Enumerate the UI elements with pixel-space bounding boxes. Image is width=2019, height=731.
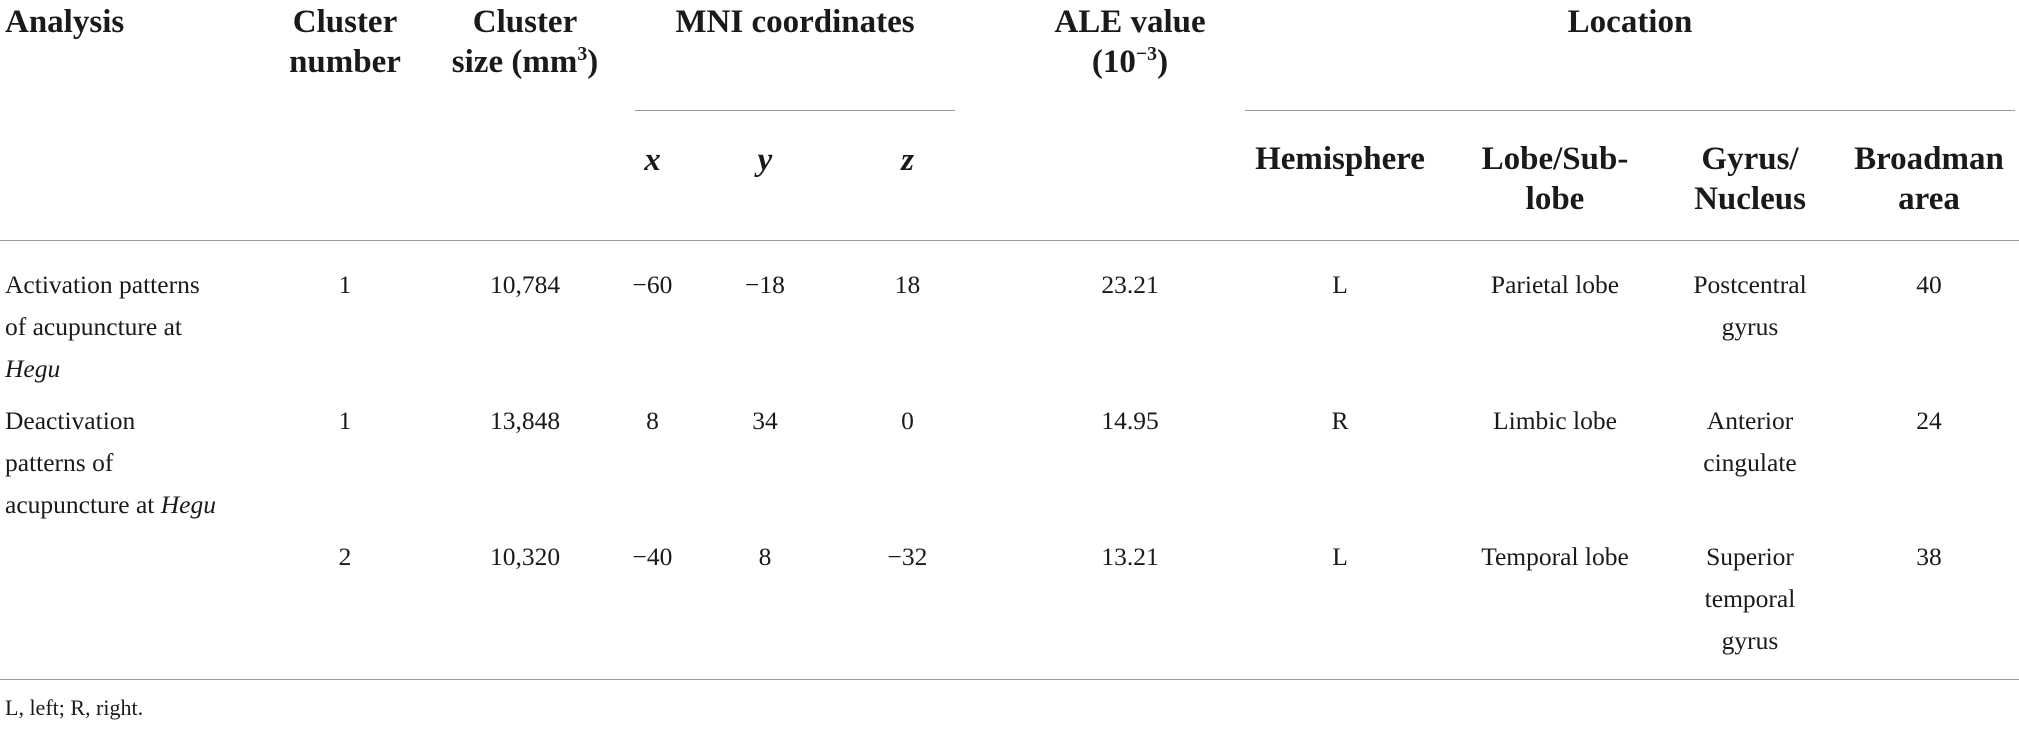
row-2-analysis-line3-text: acupuncture at <box>5 490 161 519</box>
header-broadman: Broadman area <box>1840 139 2018 219</box>
row-2-analysis-line2: patterns of <box>5 448 114 477</box>
row-1-broadman: 40 <box>1916 270 1942 299</box>
row-1-analysis-italic: Hegu <box>5 354 61 383</box>
header-lobe: Lobe/Sub- lobe <box>1465 139 1645 219</box>
table-footnote: L, left; R, right. <box>5 695 144 720</box>
header-cluster-size-exponent: 3 <box>577 43 588 65</box>
row-2-ale: 14.95 <box>1101 406 1159 435</box>
header-mni-x: x <box>644 142 661 178</box>
location-rule <box>1245 110 2015 111</box>
row-2-gyrus-line1: Anterior <box>1706 406 1794 435</box>
row-2-z: 0 <box>901 406 914 435</box>
header-cluster-size-line1: Cluster <box>472 4 578 40</box>
row-1-hemisphere: L <box>1332 270 1348 299</box>
table-row-1-analysis: Activation patterns of acupuncture at He… <box>5 264 200 390</box>
table-row-2-analysis: Deactivation patterns of acupuncture at … <box>5 400 216 526</box>
header-cluster-size: Cluster size (mm3) <box>435 2 615 82</box>
row-2-cluster-number: 1 <box>338 406 352 435</box>
header-gyrus-line1: Gyrus/ <box>1701 141 1799 177</box>
header-mni-z: z <box>901 142 914 178</box>
header-hemisphere: Hemisphere <box>1255 141 1425 177</box>
header-mni-coordinates: MNI coordinates <box>675 4 915 40</box>
row-1-analysis-line1: Activation patterns <box>5 270 200 299</box>
row-1-gyrus-line2: gyrus <box>1721 312 1779 341</box>
row-3-lobe: Temporal lobe <box>1481 542 1629 571</box>
row-2-lobe: Limbic lobe <box>1493 406 1617 435</box>
row-1-analysis-line2: of acupuncture at <box>5 312 182 341</box>
header-cluster-number: Cluster number <box>280 2 410 82</box>
row-3-ale: 13.21 <box>1101 542 1159 571</box>
row-2-gyrus: Anterior cingulate <box>1660 400 1840 484</box>
header-gyrus-line2: Nucleus <box>1694 181 1806 217</box>
row-1-cluster-size: 10,784 <box>489 270 561 299</box>
row-1-gyrus: Postcentral gyrus <box>1660 264 1840 348</box>
row-1-y: −18 <box>745 270 785 299</box>
header-ale-unit: (10 <box>1091 44 1136 80</box>
row-1-ale: 23.21 <box>1101 270 1159 299</box>
row-2-analysis-line1: Deactivation <box>5 406 136 435</box>
header-ale-exponent: −3 <box>1135 43 1158 65</box>
header-ale-value: ALE value (10−3) <box>1010 2 1250 82</box>
table-bottom-rule <box>0 679 2019 680</box>
header-broadman-line2: area <box>1898 181 1960 217</box>
row-3-gyrus: Superior temporal gyrus <box>1660 536 1840 662</box>
row-3-gyrus-line3: gyrus <box>1721 626 1779 655</box>
row-2-analysis-italic: Hegu <box>160 490 216 519</box>
row-3-cluster-number: 2 <box>338 542 352 571</box>
row-3-y: 8 <box>758 542 772 571</box>
row-2-analysis-line3: acupuncture at Hegu <box>5 484 216 526</box>
header-cluster-number-line1: Cluster <box>292 4 398 40</box>
header-cluster-size-unit: size (mm <box>451 44 578 80</box>
row-2-x: 8 <box>646 406 659 435</box>
header-broadman-line1: Broadman <box>1854 141 2004 177</box>
row-1-lobe: Parietal lobe <box>1490 270 1620 299</box>
mni-rule <box>635 110 955 111</box>
header-cluster-number-line2: number <box>289 44 401 80</box>
row-3-gyrus-line2: temporal <box>1704 584 1796 613</box>
row-3-hemisphere: L <box>1332 542 1348 571</box>
row-2-y: 34 <box>752 406 778 435</box>
header-cluster-size-close: ) <box>587 44 599 80</box>
row-1-gyrus-line1: Postcentral <box>1693 270 1807 299</box>
row-1-z: 18 <box>894 270 921 299</box>
header-ale-line1: ALE value <box>1054 4 1206 40</box>
header-lobe-line1: Lobe/Sub- <box>1481 141 1629 177</box>
row-3-x: −40 <box>632 542 673 571</box>
row-3-broadman: 38 <box>1916 542 1942 571</box>
header-bottom-rule <box>0 240 2019 241</box>
header-ale-line2: (10−3) <box>1010 42 1250 82</box>
row-2-cluster-size: 13,848 <box>489 406 561 435</box>
row-3-z: −32 <box>887 542 928 571</box>
header-cluster-size-line2: size (mm3) <box>435 42 615 82</box>
row-2-hemisphere: R <box>1331 406 1349 435</box>
header-location: Location <box>1567 4 1693 40</box>
row-2-gyrus-line2: cingulate <box>1703 448 1797 477</box>
row-3-gyrus-line1: Superior <box>1706 542 1794 571</box>
header-lobe-line2: lobe <box>1525 181 1585 217</box>
row-1-analysis-line3: Hegu <box>5 348 200 390</box>
row-1-cluster-number: 1 <box>338 270 352 299</box>
header-gyrus: Gyrus/ Nucleus <box>1660 139 1840 219</box>
header-ale-close: ) <box>1157 44 1169 80</box>
row-2-broadman: 24 <box>1916 406 1942 435</box>
row-3-cluster-size: 10,320 <box>489 542 561 571</box>
row-1-x: −60 <box>632 270 673 299</box>
header-analysis: Analysis <box>5 4 125 40</box>
header-mni-y: y <box>757 142 773 178</box>
